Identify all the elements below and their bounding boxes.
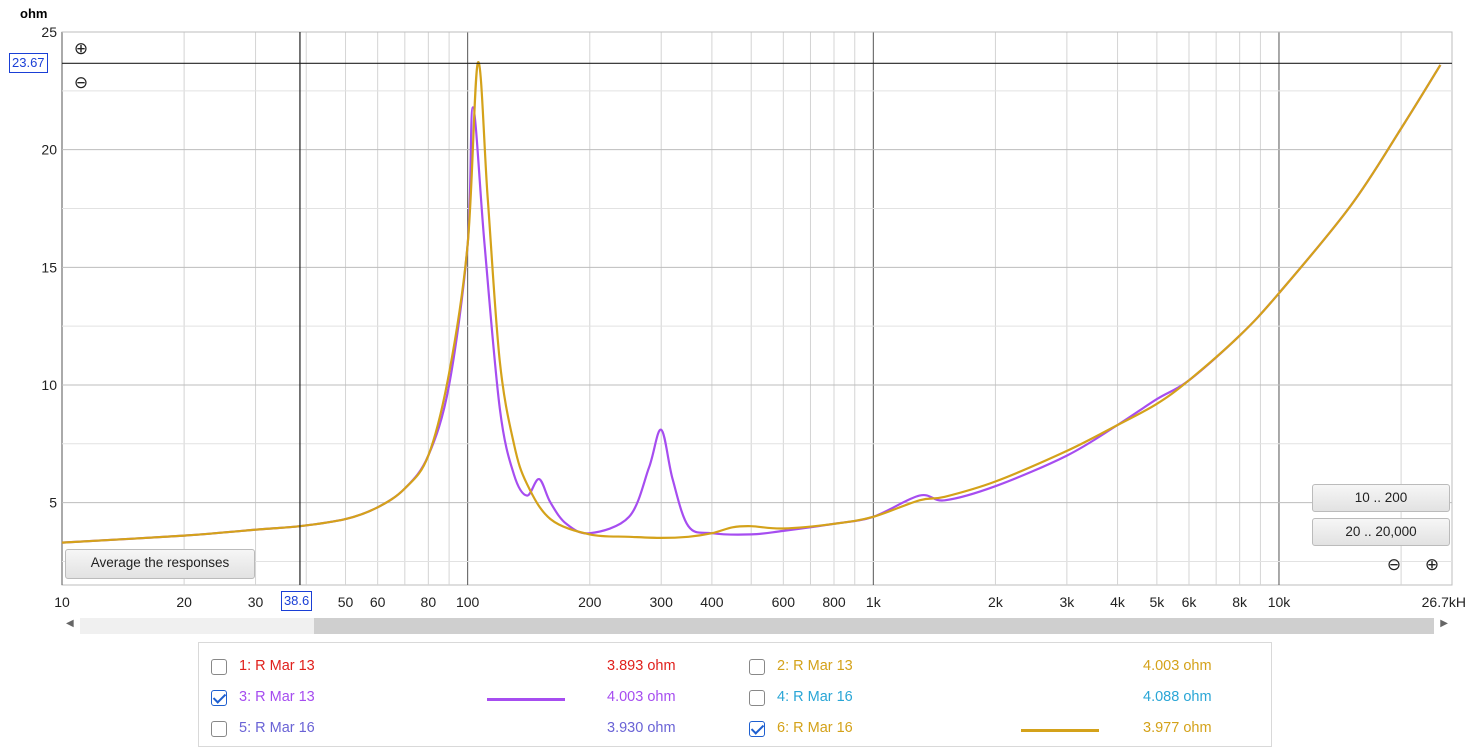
- impedance-chart[interactable]: 5 10 15 20 25 10 20 30 50 60 80 100 200 300 400 600 800 1…: [0, 0, 1468, 612]
- cursor-lines: [62, 32, 1452, 585]
- legend-row: 5: R Mar 16 3.930 ohm 6: R Mar 16 3.977 …: [199, 715, 1271, 745]
- legend-name-4: 4: R Mar 16: [777, 689, 853, 705]
- x-tick-label: 8k: [1232, 594, 1248, 610]
- legend-value-6: 3.977 ohm: [1143, 720, 1212, 736]
- legend-value-2: 4.003 ohm: [1143, 658, 1212, 674]
- scroll-thumb[interactable]: [314, 618, 1434, 634]
- grid-lines: [61, 31, 1452, 585]
- legend-value-3: 4.003 ohm: [607, 689, 676, 705]
- average-responses-button[interactable]: Average the responses: [65, 549, 255, 579]
- x-tick-label: 200: [578, 594, 602, 610]
- x-tick-label: 4k: [1110, 594, 1126, 610]
- zoom-out-x-icon[interactable]: ⊖: [1386, 555, 1402, 574]
- legend-checkbox-6[interactable]: [749, 721, 765, 737]
- legend-row: 3: R Mar 13 4.003 ohm 4: R Mar 16 4.088 …: [199, 684, 1271, 714]
- x-tick-label: 50: [338, 594, 354, 610]
- x-tick-label: 1k: [866, 594, 882, 610]
- x-tick-label: 10: [54, 594, 70, 610]
- series-line-2: [61, 61, 1442, 544]
- range-20-20000-button[interactable]: 20 .. 20,000: [1312, 518, 1450, 546]
- y-tick-label: 20: [41, 142, 57, 158]
- x-tick-label: 20: [176, 594, 192, 610]
- x-tick-label: 80: [421, 594, 437, 610]
- x-tick-label: 30: [248, 594, 264, 610]
- scroll-right-icon[interactable]: ▶: [1440, 618, 1448, 629]
- zoom-out-y-icon[interactable]: ⊖: [73, 73, 89, 92]
- x-tick-label: 10k: [1268, 594, 1292, 610]
- y-axis-label: ohm: [20, 6, 48, 21]
- x-tick-label: 60: [370, 594, 386, 610]
- legend-row: 1: R Mar 13 3.893 ohm 2: R Mar 13 4.003 …: [199, 653, 1271, 683]
- legend-name-1: 1: R Mar 13: [239, 658, 315, 674]
- y-tick-label: 10: [41, 377, 57, 393]
- legend-checkbox-3[interactable]: [211, 690, 227, 706]
- axis-ticks: 5 10 15 20 25 10 20 30 50 60 80 100 200 300 400 600 800 1…: [41, 24, 1466, 610]
- legend-name-2: 2: R Mar 13: [777, 658, 853, 674]
- x-tick-label: 5k: [1149, 594, 1165, 610]
- legend-checkbox-5[interactable]: [211, 721, 227, 737]
- legend-checkbox-1[interactable]: [211, 659, 227, 675]
- legend-value-1: 3.893 ohm: [607, 658, 676, 674]
- legend-value-4: 4.088 ohm: [1143, 689, 1212, 705]
- series-curves: [61, 61, 1442, 544]
- x-tick-label: 600: [772, 594, 796, 610]
- legend-name-6: 6: R Mar 16: [777, 720, 853, 736]
- horizontal-scrollbar[interactable]: ◀ ▶: [62, 616, 1452, 636]
- legend-checkbox-2[interactable]: [749, 659, 765, 675]
- scroll-track[interactable]: [80, 618, 1434, 634]
- x-tick-label: 100: [456, 594, 480, 610]
- cursor-y-readout: 23.67: [9, 53, 48, 74]
- legend-checkbox-4[interactable]: [749, 690, 765, 706]
- legend-line-3: [487, 698, 565, 701]
- legend-name-5: 5: R Mar 16: [239, 720, 315, 736]
- y-tick-label: 5: [49, 495, 57, 511]
- legend-panel: 1: R Mar 13 3.893 ohm 2: R Mar 13 4.003 …: [198, 642, 1272, 747]
- x-tick-label: 400: [700, 594, 724, 610]
- legend-name-3: 3: R Mar 13: [239, 689, 315, 705]
- range-10-200-button[interactable]: 10 .. 200: [1312, 484, 1450, 512]
- x-tick-label: 6k: [1182, 594, 1198, 610]
- x-tick-label: 3k: [1059, 594, 1075, 610]
- legend-line-6: [1021, 729, 1099, 732]
- y-tick-label: 15: [41, 259, 57, 275]
- x-tick-label: 26.7kH: [1422, 594, 1466, 610]
- cursor-x-readout: 38.6: [280, 591, 313, 611]
- plot-area: [61, 31, 1453, 586]
- legend-value-5: 3.930 ohm: [607, 720, 676, 736]
- zoom-in-y-icon[interactable]: ⊕: [73, 39, 89, 58]
- x-tick-label: 2k: [988, 594, 1004, 610]
- scroll-left-icon[interactable]: ◀: [66, 618, 74, 629]
- x-tick-label: 300: [650, 594, 674, 610]
- x-tick-label: 800: [822, 594, 846, 610]
- zoom-in-x-icon[interactable]: ⊕: [1424, 555, 1440, 574]
- y-tick-label: 25: [41, 24, 57, 40]
